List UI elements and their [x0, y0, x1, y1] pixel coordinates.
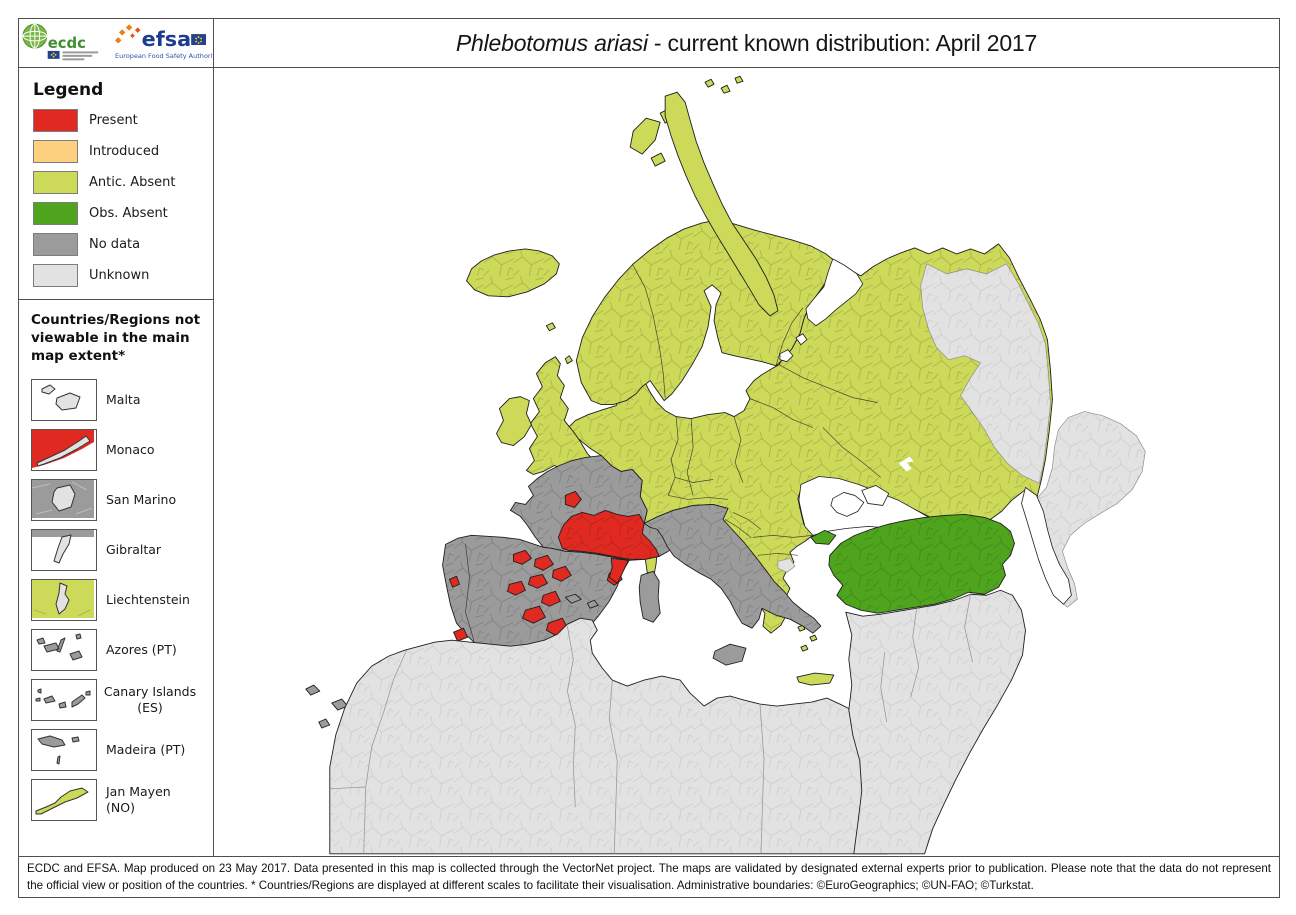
legend-swatch-antic-absent: [33, 171, 78, 194]
legend-item-introduced: Introduced: [33, 140, 199, 163]
legend-item-no-data: No data: [33, 233, 199, 256]
azores-inset-map: [32, 629, 94, 668]
turkey-thrace: [810, 529, 837, 545]
efsa-stars-icon: [115, 24, 141, 44]
jan-mayen-inset-map: [32, 779, 94, 818]
legend-swatch-no-data: [33, 233, 78, 256]
insets-panel: Countries/Regions not viewable in the ma…: [18, 299, 214, 857]
footer-bar: ECDC and EFSA. Map produced on 23 May 20…: [18, 856, 1280, 898]
inset-madeira: Madeira (PT): [31, 725, 203, 775]
inset-malta: Malta: [31, 375, 203, 425]
ecdc-logo: ecdc: [22, 23, 99, 61]
logo-area: ecdc efsa European Food Safety Authority: [18, 18, 214, 68]
franz-josef-land: [704, 75, 744, 94]
san-marino-inset-map: [32, 479, 94, 518]
liechtenstein-inset-map: [32, 579, 94, 618]
efsa-logo: efsa European Food Safety Authority: [115, 24, 213, 60]
monaco-inset-map: [32, 429, 94, 468]
map-title: Phlebotomus ariasi - current known distri…: [456, 30, 1037, 57]
inset-canary-islands: Canary Islands (ES): [31, 675, 203, 725]
map-title-bar: Phlebotomus ariasi - current known distri…: [213, 18, 1280, 68]
species-name: Phlebotomus ariasi: [455, 29, 648, 56]
inset-jan-mayen: Jan Mayen (NO): [31, 775, 203, 825]
legend-swatch-introduced: [33, 140, 78, 163]
efsa-eu-flag-icon: [191, 34, 207, 45]
aegean-islands: [797, 624, 818, 652]
legend-swatch-unknown: [33, 264, 78, 287]
inset-san-marino: San Marino: [31, 475, 203, 525]
legend-item-present: Present: [33, 109, 199, 132]
caspian-sea: [1021, 487, 1072, 605]
sardinia: [638, 570, 661, 623]
north-africa-borders: [329, 626, 765, 854]
malta-inset-map: [32, 379, 94, 418]
middle-east-borders: [880, 594, 973, 723]
efsa-wordmark: efsa: [142, 27, 192, 51]
ecdc-wordmark: ecdc: [48, 35, 86, 52]
legend-swatch-obs-absent: [33, 202, 78, 225]
northern-france-present-patch: [564, 490, 582, 508]
sea-of-azov: [861, 485, 890, 506]
inset-azores: Azores (PT): [31, 625, 203, 675]
ecdc-eu-flag-icon: [47, 50, 60, 59]
novaya-zemlya: [664, 91, 779, 317]
balearic-islands: [564, 593, 599, 609]
country-borders: [631, 263, 881, 556]
portugal-present-patches: [449, 575, 468, 642]
title-rest: - current known distribution: April 2017: [653, 29, 1038, 56]
inset-monaco: Monaco: [31, 425, 203, 475]
reservoir-artifact: [898, 456, 914, 472]
madeira-inset-map: [32, 729, 94, 768]
insets-title: Countries/Regions not viewable in the ma…: [31, 312, 201, 365]
efsa-subtitle: European Food Safety Authority: [115, 52, 213, 60]
crete: [796, 672, 835, 686]
map-document: ecdc efsa European Food Safety Authority…: [18, 18, 1280, 898]
lake-onega: [795, 333, 808, 346]
footer-note: ECDC and EFSA. Map produced on 23 May 20…: [27, 862, 1271, 892]
canary-islands-inset-map: [32, 679, 94, 718]
gibraltar-inset-map: [32, 529, 94, 568]
faroe-shetland-islands: [545, 322, 573, 365]
inset-gibraltar: Gibraltar: [31, 525, 203, 575]
main-map-area: [213, 67, 1280, 857]
catalonia-present-patch: [608, 557, 629, 584]
north-macedonia: [777, 557, 796, 573]
inset-liechtenstein: Liechtenstein: [31, 575, 203, 625]
europe-distribution-map: [214, 68, 1279, 856]
legend-title: Legend: [33, 80, 104, 100]
legend-item-obs-absent: Obs. Absent: [33, 202, 199, 225]
sicily: [712, 643, 747, 666]
legend-item-unknown: Unknown: [33, 264, 199, 287]
lake-ladoga: [779, 349, 794, 363]
legend-panel: Legend Present Introduced Antic. Absent …: [18, 67, 214, 300]
crimea: [830, 492, 865, 517]
white-sea: [805, 258, 864, 327]
legend-item-antic-absent: Antic. Absent: [33, 171, 199, 194]
legend-swatch-present: [33, 109, 78, 132]
